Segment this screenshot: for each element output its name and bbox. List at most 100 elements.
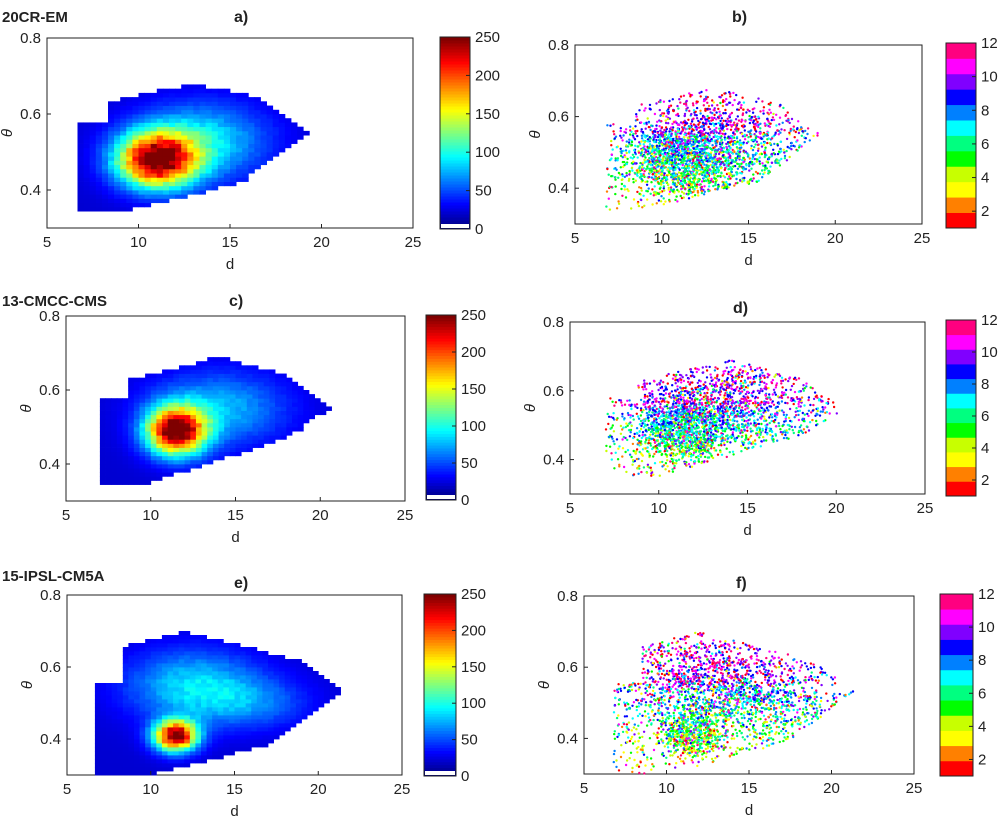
scatter-point: [630, 140, 634, 144]
heatmap-cell: [101, 122, 109, 128]
colorbar-swatch: [426, 352, 456, 356]
scatter-point: [677, 181, 680, 184]
scatter-point: [748, 169, 751, 172]
heatmap-cell: [193, 109, 200, 115]
scatter-point: [824, 406, 827, 409]
scatter-point: [720, 94, 724, 97]
scatter-point: [674, 147, 677, 151]
heatmap-cell: [179, 418, 186, 424]
heatmap-cell: [258, 398, 265, 403]
heatmap-cell: [89, 194, 97, 199]
colorbar-swatch: [426, 358, 456, 362]
heatmap-cell: [224, 402, 231, 407]
scatter-point: [734, 400, 738, 404]
scatter-point: [719, 145, 722, 148]
heatmap-cell: [111, 398, 118, 403]
scatter-point: [767, 137, 770, 140]
heatmap-cell: [83, 164, 91, 170]
scatter-point: [642, 408, 645, 412]
scatter-point: [651, 124, 654, 128]
heatmap-cell: [207, 406, 214, 411]
scatter-point: [691, 171, 694, 174]
heatmap-cell: [201, 390, 208, 395]
heatmap-cell: [223, 92, 231, 98]
heatmap-cell: [111, 418, 118, 424]
heatmap-cell: [254, 135, 261, 140]
heatmap-cell: [292, 410, 299, 416]
scatter-point: [622, 134, 625, 137]
heatmap-cell: [111, 410, 118, 416]
heatmap-cell: [275, 435, 282, 440]
heatmap-cell: [162, 109, 170, 115]
heatmap-cell: [248, 122, 255, 128]
heatmap-cell: [217, 147, 225, 153]
scatter-point: [703, 190, 706, 193]
colorbar-swatch: [426, 401, 456, 406]
heatmap-cell: [173, 398, 180, 403]
scatter-point: [672, 153, 675, 156]
scatter-point: [684, 146, 687, 149]
heatmap-cell: [145, 422, 152, 428]
scatter-point: [704, 154, 707, 157]
heatmap-cell: [114, 177, 121, 182]
heatmap-cell: [145, 480, 152, 485]
scatter-point: [741, 96, 744, 99]
scatter-point: [683, 181, 687, 184]
heatmap-cell: [242, 126, 249, 132]
scatter-point: [636, 145, 639, 148]
scatter-point: [679, 163, 682, 166]
scatter-point: [750, 144, 753, 148]
heatmap-cell: [263, 402, 270, 407]
scatter-point: [659, 154, 662, 157]
heatmap-cell: [175, 101, 182, 106]
scatter-point: [692, 104, 695, 107]
scatter-point: [644, 127, 647, 130]
heatmap-cell: [246, 402, 253, 407]
heatmap-cell: [101, 198, 109, 204]
heatmap-cell: [292, 414, 299, 420]
heatmap-cell: [169, 168, 176, 174]
scatter-point: [757, 115, 760, 119]
scatter-point: [750, 133, 753, 136]
heatmap-cell: [133, 398, 140, 403]
heatmap-cell: [105, 431, 112, 436]
heatmap-cell: [292, 402, 299, 407]
heatmap-cell: [212, 398, 219, 403]
scatter-point: [675, 174, 678, 177]
scatter-point: [729, 151, 733, 154]
heatmap-cell: [205, 101, 213, 106]
heatmap-cell: [162, 118, 170, 123]
scatter-point: [643, 109, 646, 112]
heatmap-cell: [248, 114, 255, 119]
colorbar-swatch: [426, 416, 456, 420]
heatmap-cell: [246, 373, 253, 379]
heatmap-cell: [201, 455, 208, 461]
heatmap-cell: [230, 173, 237, 178]
scatter-point: [621, 160, 625, 164]
scatter-point: [646, 165, 649, 168]
heatmap-cell: [190, 451, 197, 457]
heatmap-cell: [224, 385, 231, 391]
heatmap-cell: [162, 455, 169, 461]
scatter-point: [714, 171, 717, 174]
heatmap-cell: [241, 435, 248, 440]
scatter-point: [659, 99, 662, 102]
heatmap-cell: [284, 130, 292, 136]
heatmap-cell: [156, 122, 164, 128]
heatmap-cell: [184, 365, 191, 370]
heatmap-cell: [199, 181, 206, 187]
heatmap-cell: [199, 156, 206, 161]
scatter-point: [640, 198, 643, 202]
heatmap-cell: [162, 88, 170, 94]
scatter-point: [690, 130, 693, 133]
heatmap-cell: [108, 160, 115, 166]
heatmap-cell: [193, 114, 200, 119]
heatmap-cell: [217, 164, 225, 170]
heatmap-cell: [212, 410, 219, 416]
heatmap-cell: [128, 439, 135, 444]
scatter-point: [697, 165, 700, 168]
heatmap-cell: [286, 390, 293, 395]
scatter-point: [637, 151, 641, 154]
colorbar-swatch: [440, 112, 470, 116]
scatter-point: [656, 148, 659, 151]
